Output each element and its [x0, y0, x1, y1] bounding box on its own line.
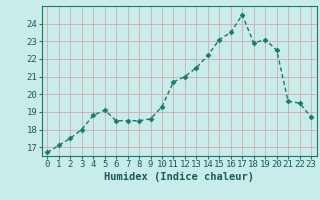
X-axis label: Humidex (Indice chaleur): Humidex (Indice chaleur) — [104, 172, 254, 182]
